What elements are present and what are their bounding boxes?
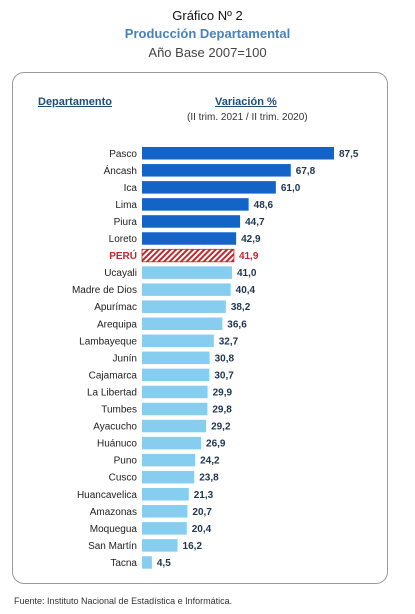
bar-arequipa: [142, 317, 223, 330]
bar-ucayali: [142, 266, 232, 279]
category-label-la-libertad: La Libertad: [87, 387, 137, 398]
category-label-huancavelica: Huancavelica: [77, 490, 137, 501]
category-label-huanuco: Huánuco: [97, 439, 137, 450]
bar-ica: [142, 181, 276, 194]
value-label-huancavelica: 21,3: [194, 490, 214, 501]
bar-tumbes: [142, 402, 208, 416]
source-note: Fuente: Instituto Nacional de Estadístic…: [14, 596, 233, 606]
bar-cusco: [142, 470, 195, 484]
value-label-cajamarca: 30,7: [214, 370, 234, 381]
category-label-arequipa: Arequipa: [97, 319, 137, 330]
bar-ancash: [142, 164, 291, 177]
bar-madre-de-dios: [142, 283, 231, 296]
category-label-loreto: Loreto: [109, 234, 138, 245]
value-label-amazonas: 20,7: [192, 507, 212, 518]
chart-base-year: Año Base 2007=100: [148, 45, 267, 60]
bar-ayacucho: [142, 419, 207, 433]
category-label-ucayali: Ucayali: [104, 268, 137, 279]
category-label-tacna: Tacna: [110, 558, 137, 569]
bar-huancavelica: [142, 488, 189, 501]
bar-apurimac: [142, 300, 226, 313]
value-label-lima: 48,6: [254, 200, 274, 211]
value-label-arequipa: 36,6: [227, 319, 247, 330]
period-label: (II trim. 2021 / II trim. 2020): [187, 112, 308, 123]
bar-junin: [142, 351, 210, 365]
category-label-moquegua: Moquegua: [90, 524, 138, 535]
chart-title: Gráfico Nº 2: [172, 8, 243, 23]
bar-lima: [142, 198, 249, 211]
value-label-cusco: 23,8: [199, 473, 219, 484]
category-label-junin: Junín: [113, 353, 137, 364]
category-label-cajamarca: Cajamarca: [89, 370, 138, 381]
value-label-loreto: 42,9: [241, 234, 261, 245]
value-label-junin: 30,8: [215, 353, 235, 364]
bar-huanuco: [142, 436, 202, 450]
category-label-lambayeque: Lambayeque: [79, 336, 137, 347]
category-label-ica: Ica: [124, 183, 138, 194]
chart-subtitle: Producción Departamental: [124, 26, 291, 41]
value-label-madre-de-dios: 40,4: [236, 285, 256, 296]
category-label-cusco: Cusco: [109, 473, 138, 484]
value-label-san-martin: 16,2: [183, 541, 203, 552]
bar-peru: [141, 248, 235, 263]
bar-la-libertad: [142, 385, 208, 399]
department-column-header: Departamento: [38, 96, 112, 108]
category-label-amazonas: Amazonas: [90, 507, 137, 518]
bar-san-martin: [142, 539, 178, 552]
value-label-ica: 61,0: [281, 183, 301, 194]
category-label-ancash: Áncash: [104, 164, 137, 177]
category-label-madre-de-dios: Madre de Dios: [72, 285, 137, 296]
bar-cajamarca: [142, 368, 210, 382]
bar-moquegua: [142, 522, 187, 535]
bar-tacna: [142, 556, 152, 569]
chart-frame: [12, 72, 388, 584]
bar-lambayeque: [142, 334, 214, 348]
value-label-huanuco: 26,9: [206, 439, 226, 450]
value-label-ayacucho: 29,2: [211, 422, 231, 433]
value-label-moquegua: 20,4: [192, 524, 212, 535]
bar-puno: [142, 453, 196, 467]
value-label-peru: 41,9: [239, 251, 259, 262]
category-label-tumbes: Tumbes: [101, 405, 137, 416]
value-label-pasco: 87,5: [339, 149, 359, 160]
category-label-peru: PERÚ: [109, 249, 137, 262]
category-label-puno: Puno: [114, 456, 138, 467]
bar-piura: [142, 215, 241, 228]
value-label-puno: 24,2: [200, 456, 220, 467]
value-label-tumbes: 29,8: [212, 405, 232, 416]
category-label-ayacucho: Ayacucho: [93, 422, 137, 433]
value-label-piura: 44,7: [245, 217, 265, 228]
value-label-ancash: 67,8: [296, 166, 316, 177]
value-label-lambayeque: 32,7: [219, 336, 239, 347]
variation-column-header: Variación %: [215, 96, 277, 108]
bar-amazonas: [142, 505, 188, 518]
category-label-piura: Piura: [114, 217, 138, 228]
category-label-apurimac: Apurímac: [94, 302, 137, 313]
bar-pasco: [142, 147, 334, 160]
value-label-apurimac: 38,2: [231, 302, 251, 313]
category-label-san-martin: San Martín: [88, 541, 137, 552]
value-label-la-libertad: 29,9: [213, 387, 233, 398]
bar-loreto: [142, 232, 237, 245]
category-label-lima: Lima: [115, 200, 137, 211]
category-label-pasco: Pasco: [109, 149, 137, 160]
value-label-tacna: 4,5: [157, 558, 171, 569]
value-label-ucayali: 41,0: [237, 268, 257, 279]
